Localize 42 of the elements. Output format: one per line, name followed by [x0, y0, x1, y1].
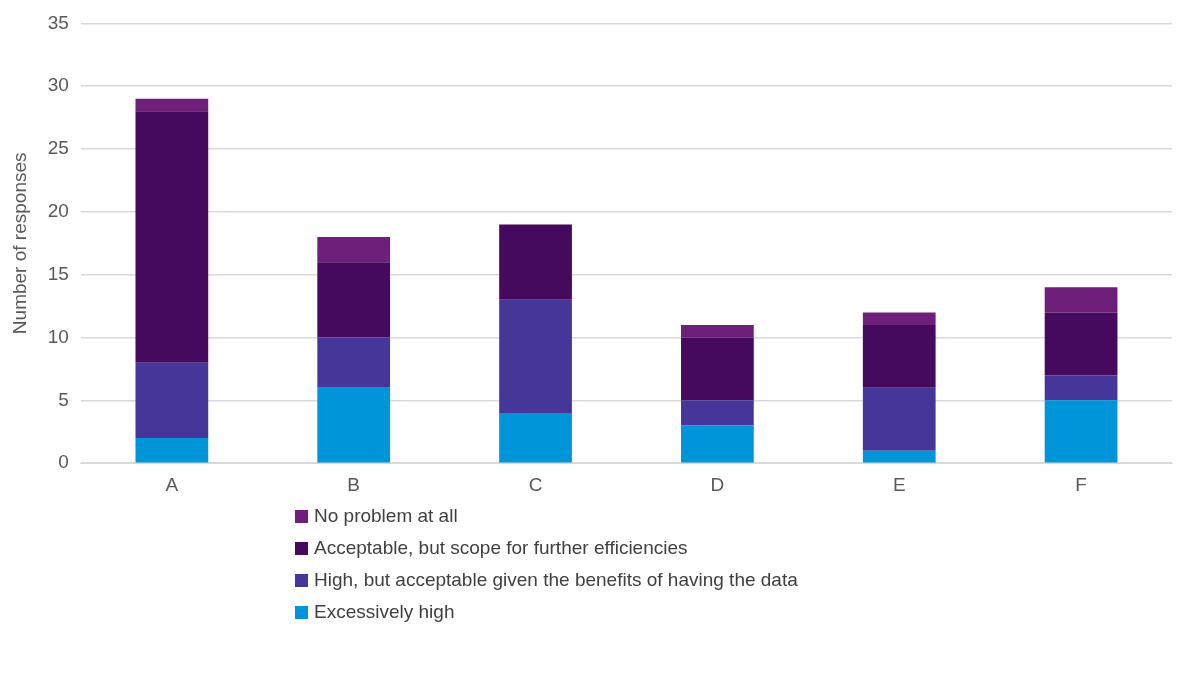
bar [317, 262, 391, 338]
y-tick-label: 20 [47, 200, 69, 222]
x-tick-label: C [528, 473, 543, 495]
y-tick-label: 25 [47, 137, 69, 159]
bar [317, 237, 391, 263]
legend-label: High, but acceptable given the benefits of having the data [314, 569, 798, 591]
y-tick-label: 35 [47, 11, 69, 33]
bar [862, 312, 936, 325]
bar [1044, 287, 1118, 313]
x-tick-label: E [892, 473, 906, 495]
bar [1044, 375, 1118, 401]
y-tick-label: 30 [47, 74, 69, 96]
bar [135, 438, 209, 463]
bar [681, 400, 754, 426]
x-tick-label: B [347, 473, 361, 495]
bar [681, 425, 754, 463]
x-tick-label: D [710, 473, 725, 495]
y-tick-label: 5 [58, 388, 69, 410]
bar [135, 362, 209, 439]
bar [499, 299, 572, 413]
x-tick-label: A [165, 473, 179, 495]
bar [681, 337, 754, 401]
legend-label: Acceptable, but scope for further efficiencies [314, 537, 688, 559]
bar [317, 387, 391, 463]
bar [135, 111, 209, 363]
y-tick-label: 15 [47, 262, 69, 284]
legend-label: Excessively high [314, 601, 455, 623]
bar [499, 412, 572, 463]
y-axis-title: Number of responses [8, 152, 30, 335]
bar [499, 224, 572, 300]
y-tick-label: 10 [47, 325, 69, 347]
bar [317, 337, 391, 388]
bar [1044, 312, 1118, 376]
y-tick-label: 0 [58, 451, 69, 473]
bar [1044, 400, 1118, 463]
bar [135, 98, 209, 112]
x-tick-label: F [1075, 473, 1087, 495]
bar [862, 324, 936, 388]
bar [681, 324, 754, 338]
bar [862, 450, 936, 463]
bar [862, 387, 936, 451]
legend-label: No problem at all [314, 505, 458, 527]
